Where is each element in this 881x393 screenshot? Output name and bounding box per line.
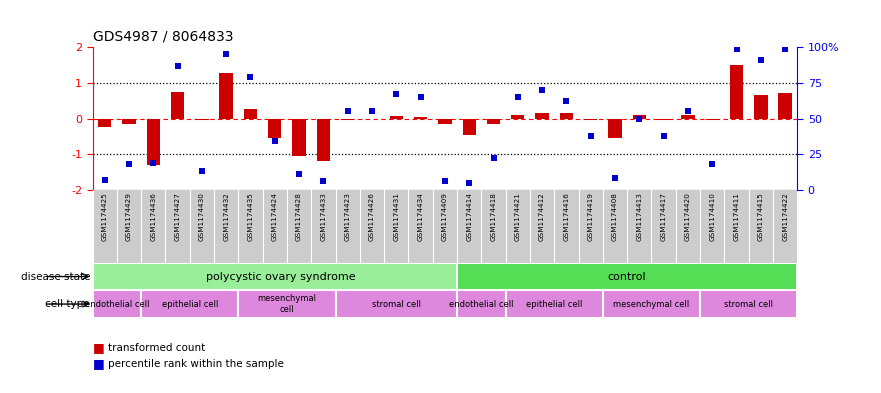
Text: GSM1174413: GSM1174413 <box>636 192 642 241</box>
Bar <box>487 119 500 124</box>
Text: GDS4987 / 8064833: GDS4987 / 8064833 <box>93 29 233 43</box>
Text: GSM1174435: GSM1174435 <box>248 192 254 241</box>
Bar <box>98 119 111 127</box>
Text: GSM1174429: GSM1174429 <box>126 192 132 241</box>
Bar <box>511 115 524 119</box>
Text: mesenchymal cell: mesenchymal cell <box>613 299 690 309</box>
Bar <box>292 119 306 156</box>
Text: GSM1174417: GSM1174417 <box>661 192 667 241</box>
Text: GSM1174424: GSM1174424 <box>271 192 278 241</box>
Bar <box>316 119 330 162</box>
Text: GSM1174426: GSM1174426 <box>369 192 375 241</box>
Text: GSM1174420: GSM1174420 <box>685 192 691 241</box>
Bar <box>536 113 549 119</box>
Bar <box>122 119 136 124</box>
Bar <box>93 290 141 318</box>
Text: GSM1174412: GSM1174412 <box>539 192 545 241</box>
Text: endothelial cell: endothelial cell <box>449 299 514 309</box>
Text: stromal cell: stromal cell <box>372 299 421 309</box>
Text: GSM1174436: GSM1174436 <box>151 192 156 241</box>
Text: ■: ■ <box>93 341 104 354</box>
Bar <box>336 290 457 318</box>
Bar <box>506 290 603 318</box>
Bar <box>633 115 646 119</box>
Bar <box>779 93 792 119</box>
Bar <box>239 290 336 318</box>
Text: GSM1174422: GSM1174422 <box>782 192 788 241</box>
Text: stromal cell: stromal cell <box>724 299 774 309</box>
Bar <box>463 119 476 134</box>
Bar <box>729 65 744 119</box>
Text: GSM1174410: GSM1174410 <box>709 192 715 241</box>
Text: GSM1174427: GSM1174427 <box>174 192 181 241</box>
Bar <box>681 115 694 119</box>
Bar <box>754 95 767 119</box>
Text: GSM1174430: GSM1174430 <box>199 192 205 241</box>
Bar <box>603 290 700 318</box>
Text: GSM1174434: GSM1174434 <box>418 192 424 241</box>
Text: GSM1174415: GSM1174415 <box>758 192 764 241</box>
Bar <box>559 113 574 119</box>
Text: GSM1174425: GSM1174425 <box>101 192 107 241</box>
Bar <box>609 119 622 138</box>
Bar <box>389 116 403 119</box>
Text: transformed count: transformed count <box>108 343 205 353</box>
Text: epithelial cell: epithelial cell <box>526 299 582 309</box>
Bar <box>657 119 670 120</box>
Text: cell type: cell type <box>46 299 90 309</box>
Bar <box>219 73 233 119</box>
Text: GSM1174408: GSM1174408 <box>612 192 618 241</box>
Bar <box>584 119 597 120</box>
Text: endothelial cell: endothelial cell <box>85 299 149 309</box>
Text: GSM1174432: GSM1174432 <box>223 192 229 241</box>
Text: GSM1174428: GSM1174428 <box>296 192 302 241</box>
Text: mesenchymal
cell: mesenchymal cell <box>257 294 316 314</box>
Text: percentile rank within the sample: percentile rank within the sample <box>108 358 285 369</box>
Bar <box>196 119 209 120</box>
Text: GSM1174418: GSM1174418 <box>491 192 497 241</box>
Bar <box>700 290 797 318</box>
Text: GSM1174433: GSM1174433 <box>321 192 326 241</box>
Text: GSM1174411: GSM1174411 <box>734 192 739 241</box>
Bar <box>414 117 427 119</box>
Bar <box>141 290 239 318</box>
Bar <box>457 263 797 290</box>
Text: GSM1174416: GSM1174416 <box>564 192 569 241</box>
Text: ■: ■ <box>93 357 104 370</box>
Bar <box>146 119 160 165</box>
Bar <box>93 263 457 290</box>
Bar <box>438 119 452 124</box>
Text: control: control <box>608 272 647 281</box>
Bar <box>706 119 719 120</box>
Text: GSM1174431: GSM1174431 <box>393 192 399 241</box>
Text: GSM1174414: GSM1174414 <box>466 192 472 241</box>
Bar <box>244 108 257 119</box>
Text: GSM1174409: GSM1174409 <box>442 192 448 241</box>
Text: epithelial cell: epithelial cell <box>161 299 218 309</box>
Bar <box>171 92 184 119</box>
Text: GSM1174423: GSM1174423 <box>344 192 351 241</box>
Text: polycystic ovary syndrome: polycystic ovary syndrome <box>206 272 356 281</box>
Text: GSM1174421: GSM1174421 <box>515 192 521 241</box>
Text: disease state: disease state <box>20 272 90 281</box>
Bar <box>457 290 506 318</box>
Text: GSM1174419: GSM1174419 <box>588 192 594 241</box>
Bar <box>268 119 281 138</box>
